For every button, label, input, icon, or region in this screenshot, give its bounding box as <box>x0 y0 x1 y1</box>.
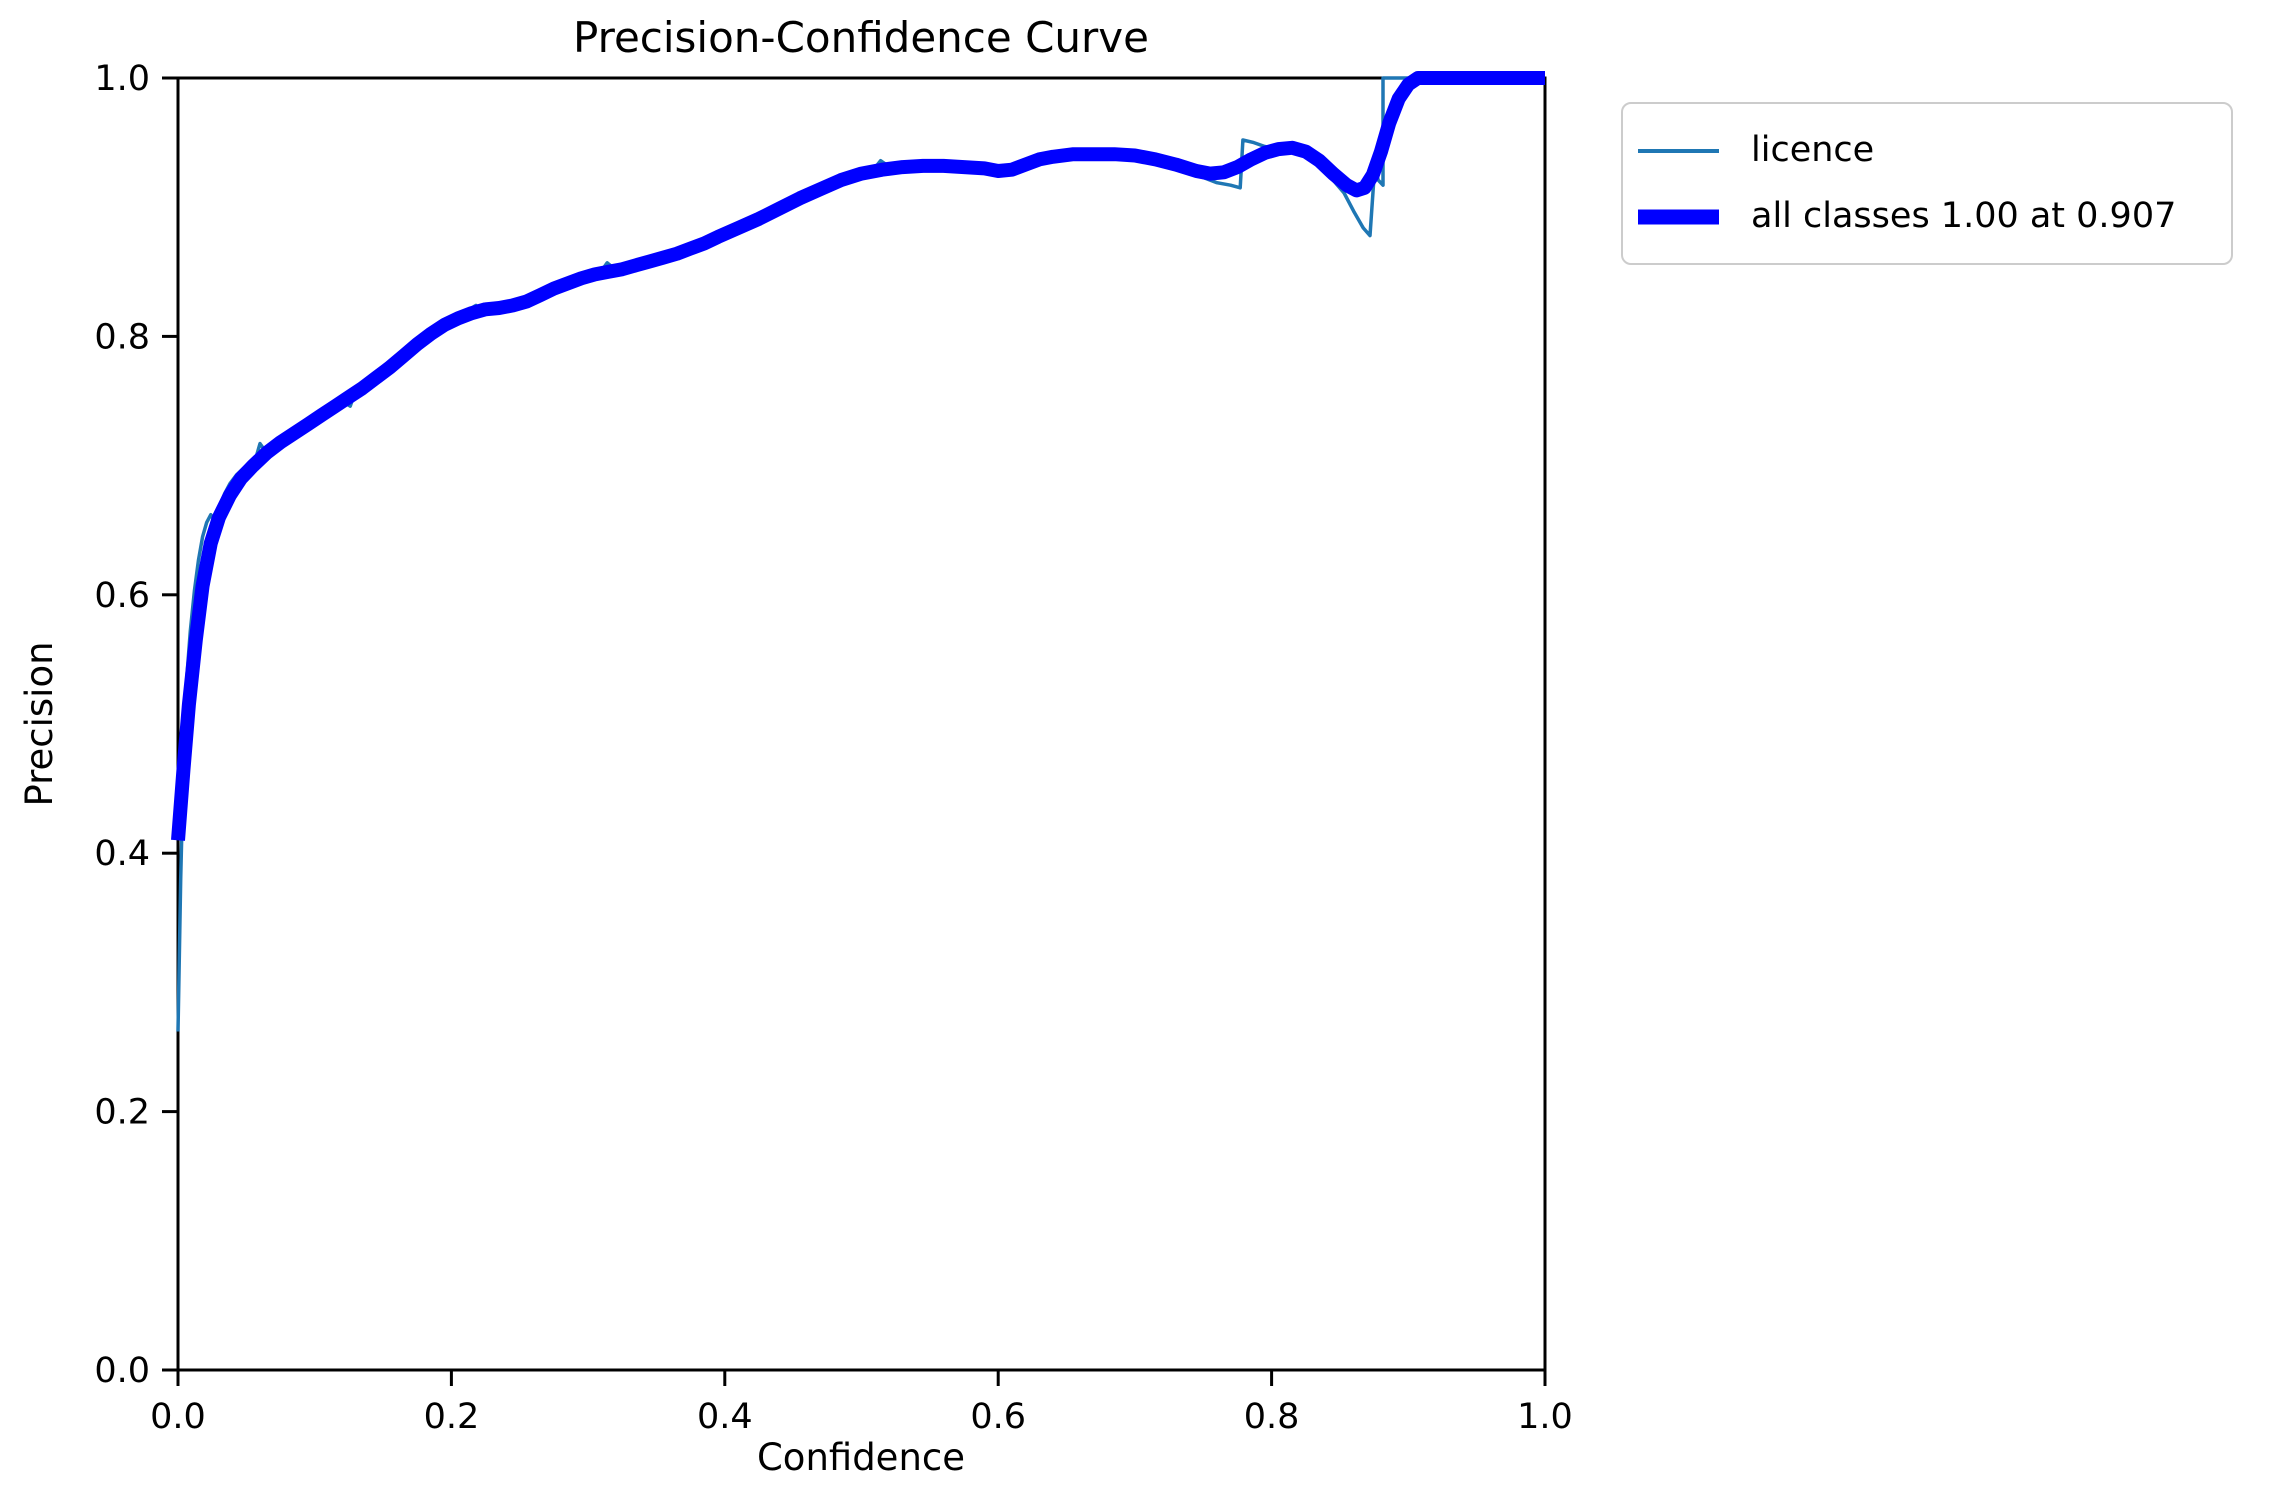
x-tick-label: 1.0 <box>1517 1397 1573 1437</box>
x-axis-label: Confidence <box>757 1436 965 1479</box>
y-axis-ticks: 0.0 0.2 0.4 0.6 0.8 1.0 <box>94 59 178 1391</box>
y-tick-label: 0.0 <box>94 1351 150 1391</box>
x-tick-label: 0.0 <box>150 1397 206 1437</box>
x-tick-label: 0.2 <box>424 1397 480 1437</box>
chart-title: Precision-Confidence Curve <box>573 13 1149 62</box>
x-tick-label: 0.6 <box>970 1397 1026 1437</box>
legend: licence all classes 1.00 at 0.907 <box>1621 102 2233 265</box>
y-axis-label: Precision <box>18 641 61 806</box>
series-lines <box>171 71 1545 1032</box>
y-tick-label: 0.2 <box>94 1093 150 1133</box>
y-tick-label: 0.4 <box>94 834 150 874</box>
y-tick-label: 1.0 <box>94 59 150 99</box>
legend-item-licence: licence <box>1636 125 2211 177</box>
legend-label-all-classes: all classes 1.00 at 0.907 <box>1751 196 2177 236</box>
y-tick-label: 0.6 <box>94 576 150 616</box>
x-tick-label: 0.4 <box>697 1397 753 1437</box>
x-axis-ticks: 0.0 0.2 0.4 0.6 0.8 1.0 <box>150 1370 1573 1437</box>
plot-area-frame <box>176 76 1547 1372</box>
legend-item-all-classes: all classes 1.00 at 0.907 <box>1636 191 2211 243</box>
y-tick-label: 0.8 <box>94 317 150 357</box>
legend-label-licence: licence <box>1751 130 1875 170</box>
all-classes-curve <box>171 71 1545 841</box>
all-classes-line-swatch <box>1638 209 1719 224</box>
licence-line-swatch <box>1638 148 1719 153</box>
x-tick-label: 0.8 <box>1244 1397 1300 1437</box>
licence-curve <box>176 76 1545 1032</box>
